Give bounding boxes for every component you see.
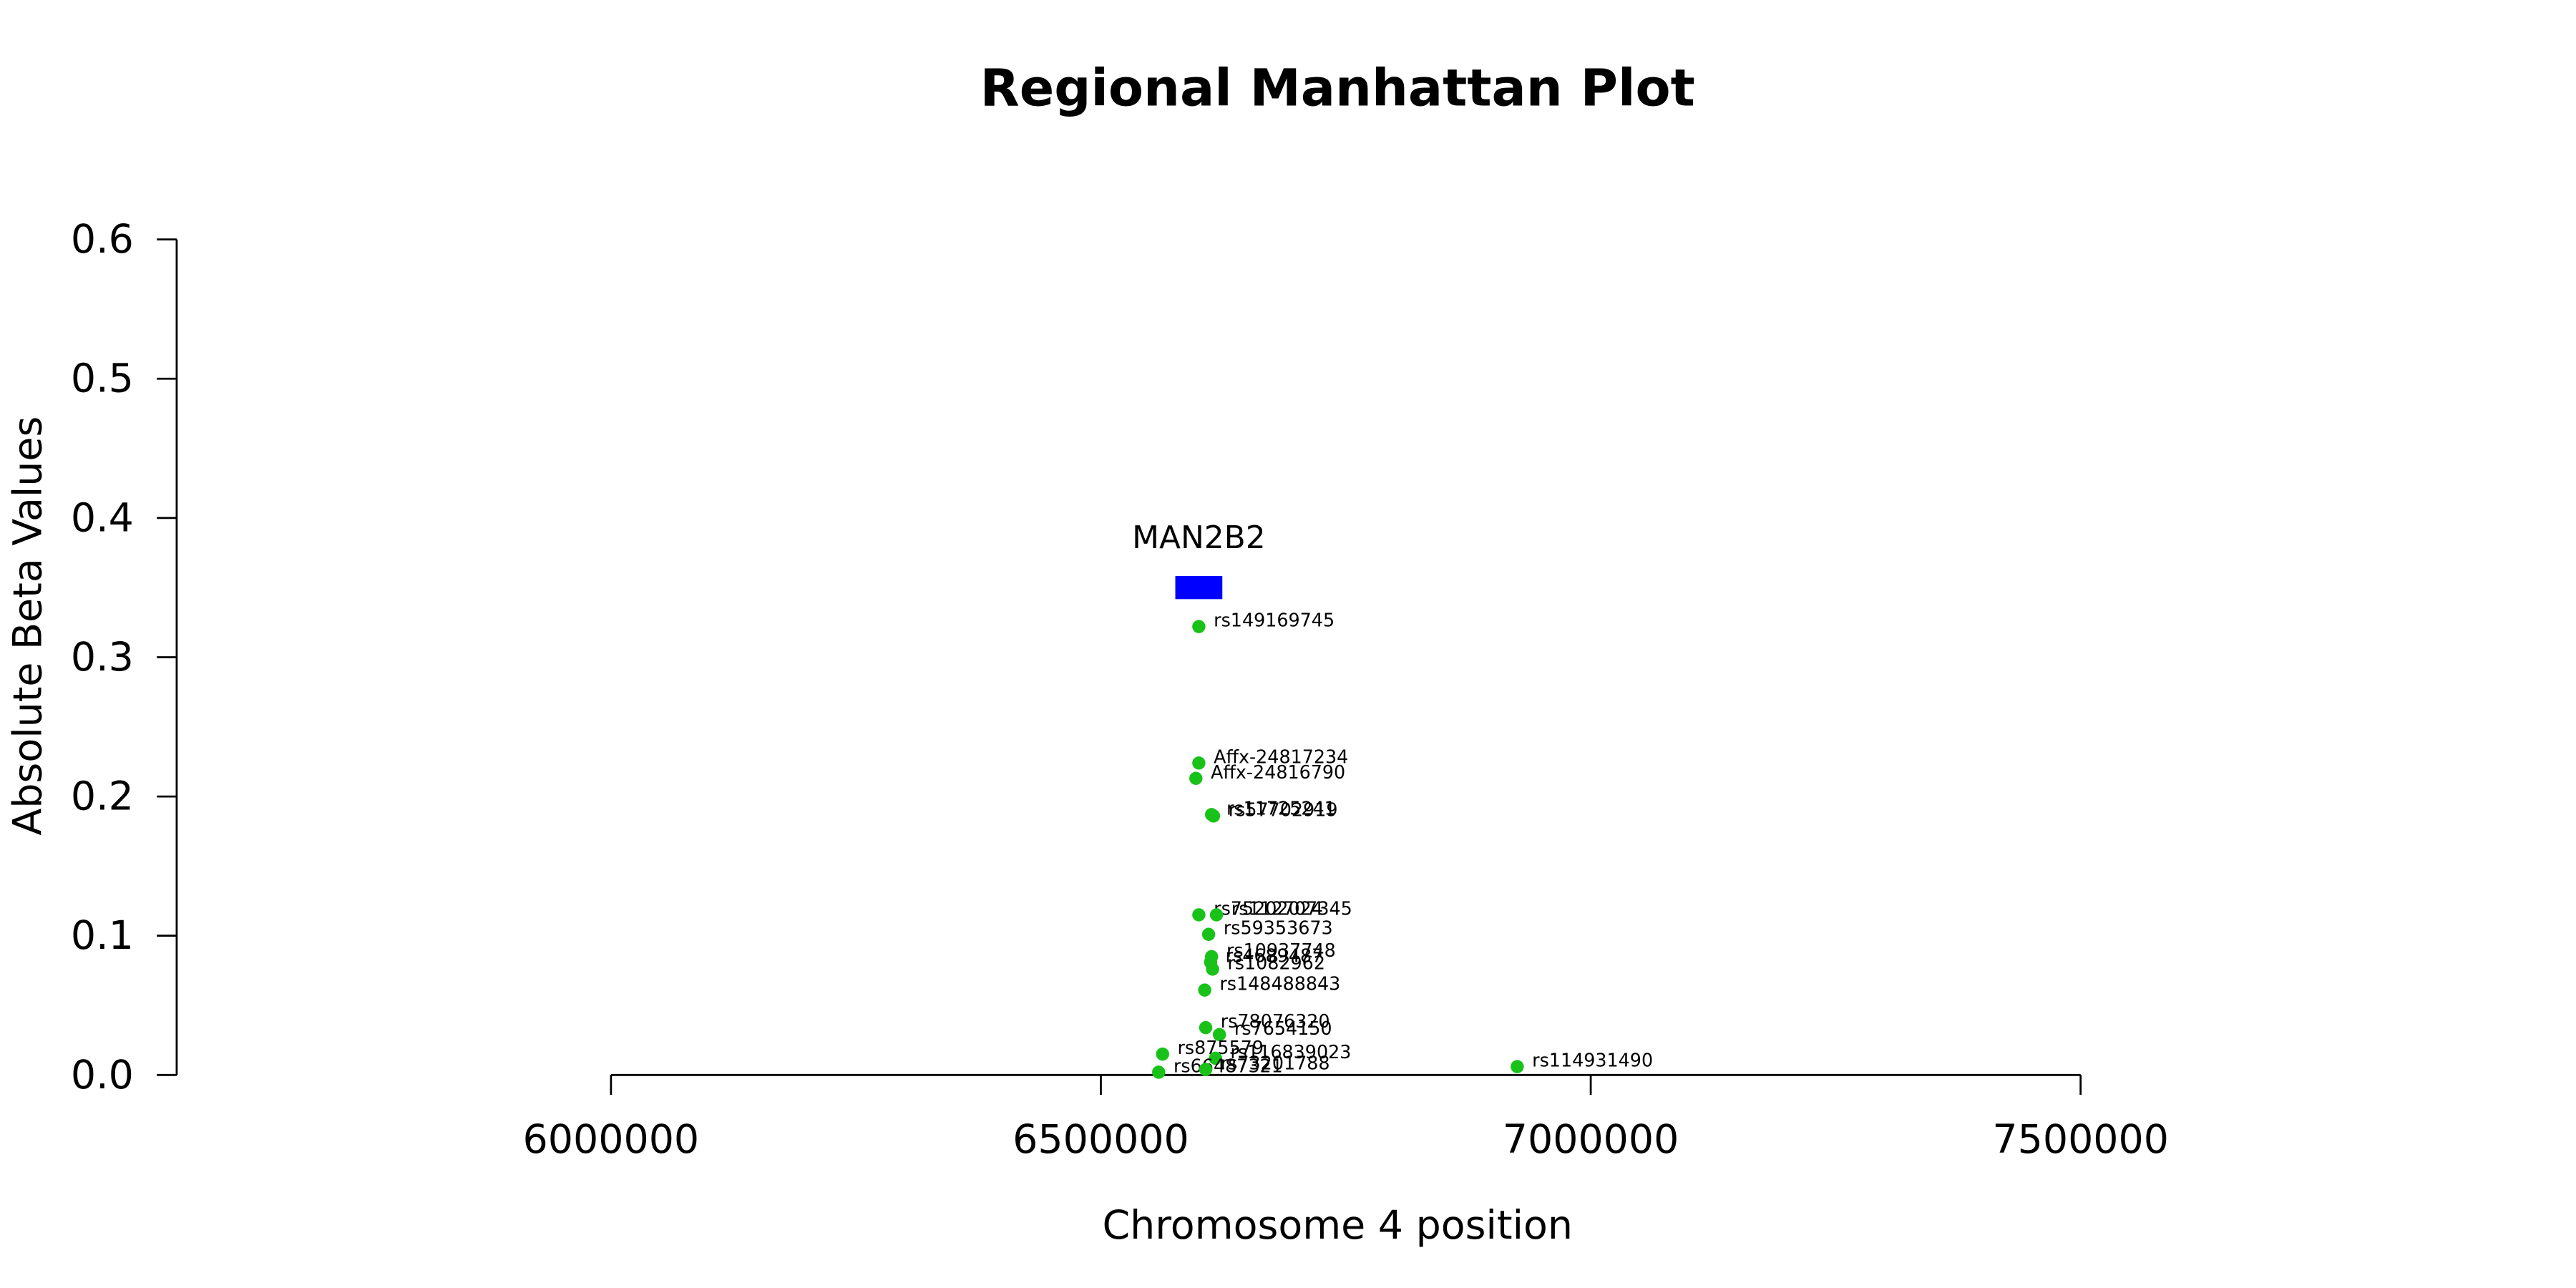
snp-point [1206,809,1221,823]
y-tick-label: 0.1 [71,913,134,959]
chart-title: Regional Manhattan Plot [980,59,1695,118]
snp-label: Affx-24816790 [1211,761,1345,783]
y-axis-ticks: 0.0 0.1 0.2 0.3 0.4 0.5 0.6 [71,217,177,1098]
snp-point [1192,620,1206,633]
snp-label: rs10937748 [1226,940,1336,961]
snp-label: rs112707345 [1231,898,1352,919]
snp-point [1212,1028,1226,1042]
x-tick-label: 7500000 [1992,1117,2169,1163]
x-tick-label: 7000000 [1503,1117,1679,1163]
y-tick-label: 0.2 [71,774,134,820]
x-axis-ticks: 6000000 6500000 7000000 7500000 [523,1075,2169,1163]
gene-track: MAN2B2 [1132,519,1266,600]
snp-point [1156,1047,1169,1061]
snp-label: rs148488843 [1219,973,1340,995]
snp-point [1209,1051,1222,1065]
snp-label: rs75202024 [1214,898,1323,919]
snp-point [1192,756,1206,770]
y-tick-label: 0.3 [71,635,134,680]
x-axis-label: Chromosome 4 position [1102,1203,1573,1249]
gene-label: MAN2B2 [1132,519,1265,556]
snp-label: rs59353673 [1224,917,1333,939]
snp-label: rs11725241 [1226,797,1336,819]
snp-point [1199,1020,1213,1035]
snp-label: rs116839023 [1230,1041,1351,1063]
y-tick-label: 0.4 [71,495,134,541]
x-tick-label: 6000000 [523,1117,700,1163]
snp-label: rs7654150 [1234,1018,1332,1039]
snp-point [1192,908,1206,922]
snp-point [1511,1060,1524,1073]
gene-bar [1175,576,1223,600]
snp-point [1206,962,1219,976]
snp-label: rs1082962 [1227,952,1325,973]
snp-label: rs114931490 [1532,1050,1653,1071]
snp-label: Affx-24817234 [1214,746,1348,767]
snp-point [1189,771,1203,786]
snp-point [1198,983,1211,997]
snp-label: rs78076320 [1221,1010,1330,1032]
snp-label: rs66487321 [1174,1055,1283,1076]
snp-point [1199,1063,1213,1076]
snp-label: rs57702919 [1229,799,1338,820]
snp-point [1152,1065,1166,1079]
snp-point [1201,927,1216,941]
x-tick-label: 6500000 [1013,1117,1189,1163]
snp-label: rs4689487 [1226,945,1324,967]
y-tick-label: 0.5 [71,356,134,402]
y-tick-label: 0.0 [71,1053,134,1098]
y-tick-label: 0.6 [71,217,134,263]
snp-label: rs149169745 [1214,610,1335,631]
y-axis-label: Absolute Beta Values [6,416,52,836]
snp-point [1209,908,1224,922]
snp-label: rs73201788 [1221,1053,1330,1074]
